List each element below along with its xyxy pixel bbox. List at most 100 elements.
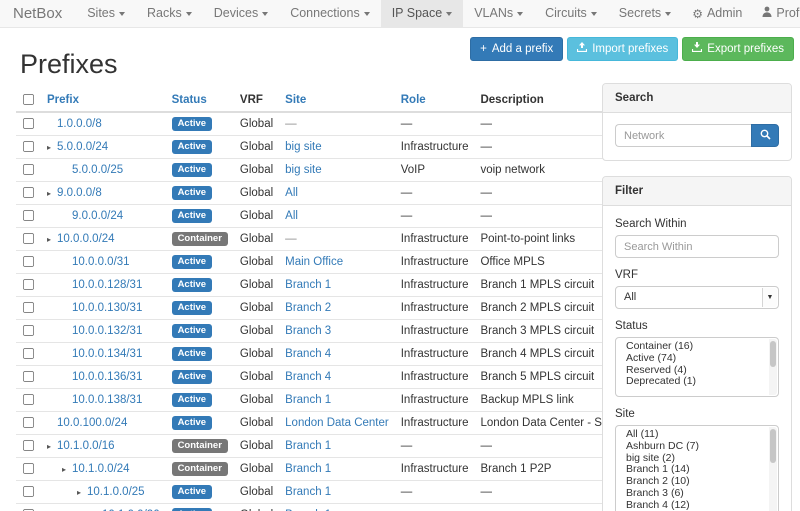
prefix-link[interactable]: 9.0.0.0/8	[57, 186, 102, 199]
filter-option[interactable]: Branch 3 (6)	[626, 487, 684, 499]
row-checkbox[interactable]	[22, 371, 35, 383]
prefix-link[interactable]: 10.0.0.136/31	[72, 370, 143, 383]
caret-down-icon	[262, 11, 269, 16]
prefix-link[interactable]: 10.0.0.0/31	[72, 255, 130, 268]
filter-option[interactable]: All (11)	[626, 429, 659, 440]
prefix-link[interactable]: 5.0.0.0/25	[72, 163, 124, 176]
app-logo[interactable]: NetBox	[13, 5, 63, 22]
search-within-input[interactable]	[615, 235, 779, 258]
site-link[interactable]: Branch 3	[285, 324, 332, 337]
row-checkbox[interactable]	[22, 417, 35, 429]
row-checkbox[interactable]	[22, 187, 35, 199]
prefix-link[interactable]: 10.0.0.128/31	[72, 278, 143, 291]
site-filter-listbox[interactable]: All (11) Ashburn DC (7) big site (2) Branch…	[615, 425, 779, 511]
site-link[interactable]: Branch 4	[285, 370, 332, 383]
site-link[interactable]: Branch 1	[285, 509, 331, 511]
site-link[interactable]: Branch 1	[285, 439, 332, 452]
row-checkbox[interactable]	[22, 302, 35, 314]
add-prefix-button[interactable]: + Add a prefix	[470, 37, 564, 61]
prefix-link[interactable]: 10.0.0.0/24	[57, 232, 115, 245]
prefix-link[interactable]: 5.0.0.0/24	[57, 140, 109, 153]
scrollbar-thumb[interactable]	[770, 429, 776, 463]
vrf-cell: Global	[233, 365, 280, 389]
nav-item-connections[interactable]: Connections	[279, 0, 381, 27]
site-link[interactable]: big site	[285, 163, 322, 176]
export-prefixes-button[interactable]: Export prefixes	[682, 37, 794, 61]
filter-option[interactable]: Active (74)	[626, 352, 677, 364]
row-checkbox[interactable]	[22, 164, 35, 176]
row-checkbox[interactable]	[22, 348, 35, 360]
prefix-link[interactable]: 10.0.0.130/31	[72, 301, 143, 314]
row-checkbox[interactable]	[22, 325, 35, 337]
column-header-status[interactable]: Status	[165, 88, 234, 113]
row-checkbox[interactable]	[22, 509, 35, 511]
site-link[interactable]: Branch 1	[285, 462, 332, 475]
expand-caret-icon[interactable]: ▸	[47, 234, 52, 244]
nav-item-ip-space[interactable]: IP Space	[380, 0, 464, 27]
import-prefixes-button[interactable]: Import prefixes	[567, 37, 679, 61]
scrollbar-thumb[interactable]	[770, 341, 776, 367]
vrf-select[interactable]: All ▼	[615, 286, 779, 309]
prefix-link[interactable]: 10.1.0.0/25	[87, 485, 145, 498]
filter-option[interactable]: Container (16)	[626, 341, 694, 352]
filter-option[interactable]: big site (2)	[626, 452, 676, 464]
filter-option[interactable]: Branch 1 (14)	[626, 464, 690, 476]
nav-item-vlans[interactable]: VLANs	[463, 0, 534, 27]
expand-caret-icon[interactable]: ▸	[47, 188, 52, 198]
search-button[interactable]	[751, 124, 779, 147]
row-checkbox[interactable]	[22, 118, 35, 130]
admin-button[interactable]: ⚙ Admin	[682, 0, 752, 27]
site-link[interactable]: Branch 1	[285, 393, 332, 406]
site-link[interactable]: All	[285, 209, 298, 222]
column-header-role[interactable]: Role	[394, 88, 475, 113]
prefix-link[interactable]: 10.0.0.134/31	[72, 347, 143, 360]
nav-item-sites[interactable]: Sites	[76, 0, 136, 27]
expand-caret-icon[interactable]: ▸	[77, 487, 82, 497]
filter-option[interactable]: Branch 4 (12)	[626, 499, 690, 511]
site-link[interactable]: Main Office	[285, 255, 344, 268]
prefix-link[interactable]: 10.1.0.0/26	[102, 509, 160, 511]
site-link[interactable]: All	[285, 186, 298, 199]
row-checkbox[interactable]	[22, 279, 35, 291]
profile-button[interactable]: Profile	[752, 0, 800, 27]
row-checkbox[interactable]	[22, 394, 35, 406]
site-link[interactable]: Branch 2	[285, 301, 332, 314]
site-link[interactable]: Branch 4	[285, 347, 332, 360]
site-link[interactable]: London Data Center	[285, 416, 389, 429]
column-header-prefix[interactable]: Prefix	[41, 88, 166, 113]
status-filter-listbox[interactable]: Container (16) Active (74) Reserved (4) Dep…	[615, 337, 779, 397]
site-link[interactable]: big site	[285, 140, 322, 153]
row-checkbox[interactable]	[22, 210, 35, 222]
nav-item-devices[interactable]: Devices	[203, 0, 279, 27]
expand-caret-icon[interactable]: ▸	[47, 142, 52, 152]
nav-item-racks[interactable]: Racks	[136, 0, 203, 27]
row-checkbox[interactable]	[22, 463, 35, 475]
expand-caret-icon[interactable]: ▸	[47, 441, 52, 451]
expand-caret-icon[interactable]: ▸	[62, 464, 67, 474]
prefix-link[interactable]: 9.0.0.0/24	[72, 209, 124, 222]
site-link[interactable]: Branch 1	[285, 485, 332, 498]
prefix-link[interactable]: 10.0.0.138/31	[72, 393, 143, 406]
row-checkbox[interactable]	[22, 233, 35, 245]
row-checkbox[interactable]	[22, 486, 35, 498]
search-input[interactable]	[615, 124, 752, 147]
row-checkbox[interactable]	[22, 141, 35, 153]
scrollbar-track[interactable]	[769, 427, 777, 511]
prefix-link[interactable]: 1.0.0.0/8	[57, 117, 102, 130]
select-all-checkbox[interactable]	[22, 93, 35, 106]
prefix-link[interactable]: 10.1.0.0/24	[72, 462, 130, 475]
site-link[interactable]: Branch 1	[285, 278, 332, 291]
nav-item-secrets[interactable]: Secrets	[608, 0, 682, 27]
filter-option[interactable]: Branch 2 (10)	[626, 476, 690, 488]
column-header-site[interactable]: Site	[279, 88, 395, 113]
filter-option[interactable]: Deprecated (1)	[626, 376, 697, 388]
filter-option[interactable]: Reserved (4)	[626, 364, 687, 376]
scrollbar-track[interactable]	[769, 339, 777, 395]
prefix-link[interactable]: 10.1.0.0/16	[57, 439, 115, 452]
prefix-link[interactable]: 10.0.100.0/24	[57, 416, 128, 429]
prefix-link[interactable]: 10.0.0.132/31	[72, 324, 143, 337]
row-checkbox[interactable]	[22, 256, 35, 268]
row-checkbox[interactable]	[22, 440, 35, 452]
filter-option[interactable]: Ashburn DC (7)	[626, 440, 699, 452]
nav-item-circuits[interactable]: Circuits	[534, 0, 608, 27]
